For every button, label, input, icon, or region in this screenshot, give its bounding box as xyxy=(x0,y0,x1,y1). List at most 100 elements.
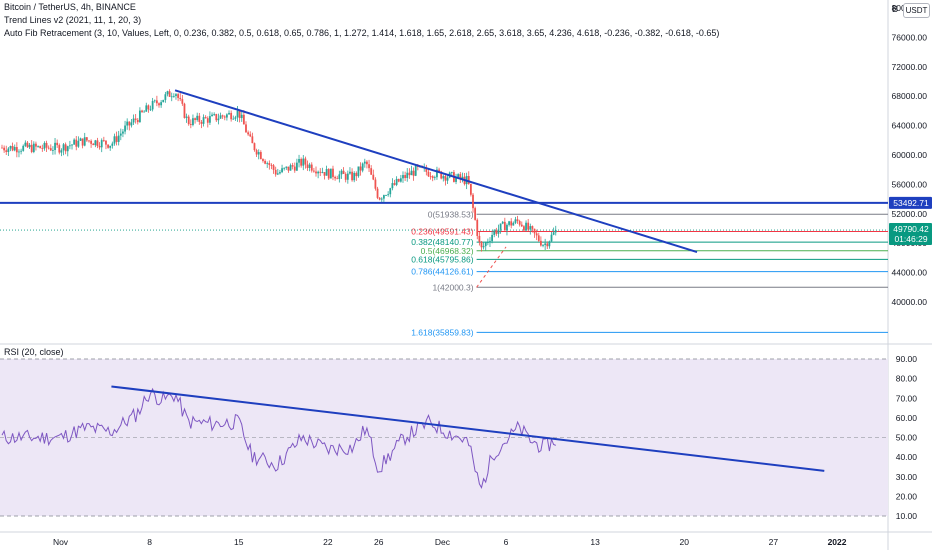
trend-lines-indicator-label[interactable]: Trend Lines v2 (2021, 11, 1, 20, 3) xyxy=(4,15,142,25)
candle-body xyxy=(32,143,35,152)
candle-body xyxy=(332,168,334,177)
candle-body xyxy=(444,176,447,181)
candle-body xyxy=(187,116,190,125)
candle-body xyxy=(88,140,90,142)
candle-body xyxy=(102,140,105,141)
candle-body xyxy=(24,142,27,146)
scale-icon[interactable]: B xyxy=(892,4,899,14)
candle-body xyxy=(209,116,211,123)
candle-body xyxy=(264,160,266,164)
candle-body xyxy=(355,172,358,177)
candle-body xyxy=(30,144,33,152)
candle-body xyxy=(194,118,196,120)
candle-body xyxy=(296,162,298,171)
candle-body xyxy=(518,221,521,225)
candle-body xyxy=(414,165,417,176)
candle-body xyxy=(198,115,201,122)
candle-body xyxy=(385,195,387,196)
candle-body xyxy=(64,144,67,152)
candle-body xyxy=(262,159,264,161)
rsi-tick-label: 90.00 xyxy=(896,354,918,364)
candle-body xyxy=(387,194,390,196)
candle-body xyxy=(18,151,20,153)
candle-body xyxy=(317,171,320,174)
candle-body xyxy=(158,103,160,106)
candle-body xyxy=(215,114,218,121)
candle-body xyxy=(306,164,309,168)
price-axis[interactable]: 40000.0044000.0048000.0052000.0056000.00… xyxy=(892,3,928,307)
candle-body xyxy=(177,94,179,98)
last-price-value: 49790.42 xyxy=(893,224,929,234)
candle-body xyxy=(96,140,99,146)
horizontal-level[interactable] xyxy=(0,201,888,231)
candle-body xyxy=(366,161,368,165)
last-price-tag-bg xyxy=(889,223,932,246)
fib-level-label: 1.618(35859.83) xyxy=(411,327,474,337)
fib-indicator-label[interactable]: Auto Fib Retracement (3, 10, Values, Lef… xyxy=(4,28,720,38)
candle-body xyxy=(469,183,472,195)
candle-body xyxy=(431,176,434,178)
rsi-line xyxy=(1,387,556,489)
candle-body xyxy=(535,233,538,236)
candle-body xyxy=(353,172,356,181)
price-tick-label: 72000.00 xyxy=(892,62,928,72)
candle-body xyxy=(189,124,192,125)
candle-body xyxy=(412,170,415,176)
candle-body xyxy=(410,170,413,176)
symbol-title[interactable]: Bitcoin / TetherUS, 4h, BINANCE xyxy=(4,2,136,12)
candle-body xyxy=(117,135,120,142)
candle-body xyxy=(234,117,237,119)
fib-retracement: 0(51938.53) 0.236(49591.43)0.382(48140.77… xyxy=(411,209,888,337)
candle-body xyxy=(77,140,80,147)
candle-body xyxy=(245,124,247,133)
candle-body xyxy=(41,148,44,149)
candle-body xyxy=(9,146,12,149)
level-tag-text: 53492.71 xyxy=(893,198,929,208)
candle-body xyxy=(550,234,553,242)
time-tick-label: 22 xyxy=(323,537,333,547)
candle-body xyxy=(533,228,536,234)
candle-body xyxy=(179,97,182,100)
candle-body xyxy=(537,235,540,241)
candle-body xyxy=(508,221,510,225)
fib-level-label: 0(51938.53) xyxy=(428,209,474,219)
candle-body xyxy=(92,143,95,146)
currency-selector[interactable]: USDT xyxy=(903,3,930,18)
candle-body xyxy=(151,101,154,110)
price-trendline[interactable] xyxy=(174,89,698,253)
candle-body xyxy=(230,112,233,120)
candle-body xyxy=(531,226,534,229)
candle-body xyxy=(15,147,18,153)
candle-body xyxy=(52,150,54,151)
candle-body xyxy=(436,169,438,178)
candle-body xyxy=(540,240,542,246)
rsi-tick-label: 60.00 xyxy=(896,413,918,423)
candle-body xyxy=(323,172,326,176)
rsi-indicator-label[interactable]: RSI (20, close) xyxy=(4,347,64,357)
candle-body xyxy=(132,118,135,123)
candle-body xyxy=(172,95,175,97)
candle-body xyxy=(85,137,88,141)
candle-body xyxy=(98,145,101,148)
candle-body xyxy=(378,197,381,200)
candle-body xyxy=(94,140,97,146)
price-tick-label: 68000.00 xyxy=(892,91,928,101)
candle-body xyxy=(5,150,8,152)
time-tick-label: 6 xyxy=(504,537,509,547)
candle-body xyxy=(204,117,207,119)
time-tick-label: Nov xyxy=(53,537,69,547)
candle-body xyxy=(37,146,39,147)
candle-body xyxy=(491,234,494,242)
candle-body xyxy=(149,109,152,111)
time-tick-label: 27 xyxy=(769,537,779,547)
rsi-tick-label: 70.00 xyxy=(896,393,918,403)
candle-body xyxy=(391,183,394,189)
fib-level-label: 0.618(45795.86) xyxy=(411,254,474,264)
candle-body xyxy=(554,230,557,233)
price-tick-label: 44000.00 xyxy=(892,268,928,278)
candle-body xyxy=(136,119,139,123)
candle-body xyxy=(457,174,460,178)
candle-body xyxy=(251,136,254,144)
candle-body xyxy=(544,243,547,246)
